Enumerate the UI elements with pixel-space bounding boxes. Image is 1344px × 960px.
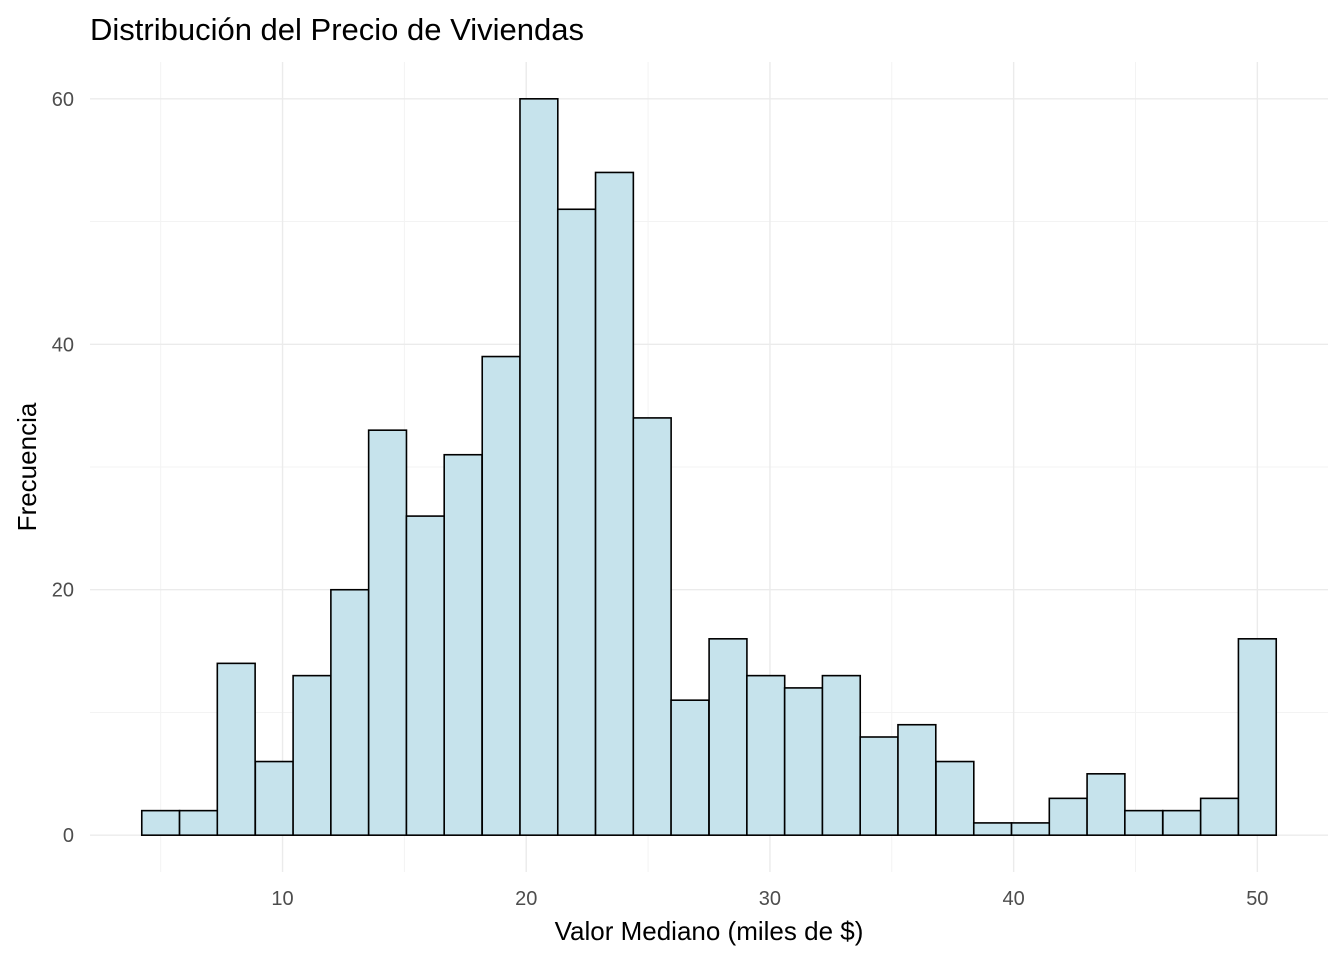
histogram-bar	[632, 417, 672, 836]
histogram-bar	[140, 809, 181, 836]
y-tick-label: 0	[63, 825, 74, 847]
x-tick-label: 40	[1003, 888, 1025, 910]
x-axis-title: Valor Mediano (miles de $)	[555, 916, 864, 946]
x-tick-label: 10	[271, 888, 293, 910]
histogram-bar	[746, 674, 786, 836]
histogram-bar	[519, 98, 559, 836]
histogram-bar	[556, 208, 597, 836]
x-tick-label: 50	[1246, 888, 1268, 910]
y-axis-tick-labels: 0 20 40 60	[52, 89, 74, 847]
histogram-bar	[859, 736, 899, 836]
x-axis-tick-labels: 10 20 30 40 50	[271, 888, 1268, 910]
histogram-bar	[972, 822, 1013, 836]
histogram-bar	[1237, 638, 1278, 836]
histogram-bar	[1086, 773, 1126, 836]
histogram-bar	[821, 674, 862, 836]
histogram-bar	[1048, 797, 1088, 836]
histogram-bar	[481, 355, 521, 836]
histogram-bar	[1124, 809, 1164, 836]
y-tick-label: 60	[52, 89, 74, 111]
x-tick-label: 20	[515, 888, 537, 910]
y-axis-title: Frecuencia	[12, 402, 42, 531]
histogram-bar	[405, 515, 446, 836]
histogram-bar	[594, 171, 635, 836]
x-tick-label: 30	[759, 888, 781, 910]
histogram-bar	[292, 674, 332, 836]
histogram-bar	[330, 588, 370, 836]
histogram-bar	[670, 699, 710, 836]
histogram-bar	[935, 760, 975, 836]
histogram-bar	[443, 453, 483, 836]
histogram-bar	[254, 760, 294, 836]
histogram-bar	[1162, 809, 1202, 836]
histogram-bar	[708, 638, 748, 836]
histogram-bar	[897, 723, 937, 836]
histogram-bar	[1199, 797, 1240, 836]
histogram-bar	[178, 809, 219, 836]
y-tick-label: 40	[52, 334, 74, 356]
y-tick-label: 20	[52, 580, 74, 602]
histogram-bar	[216, 662, 256, 836]
histogram-bar	[1010, 822, 1051, 836]
chart-title: Distribución del Precio de Viviendas	[90, 12, 584, 47]
histogram-bar	[367, 429, 408, 836]
histogram-bars	[140, 98, 1278, 836]
histogram-bar	[783, 687, 824, 836]
